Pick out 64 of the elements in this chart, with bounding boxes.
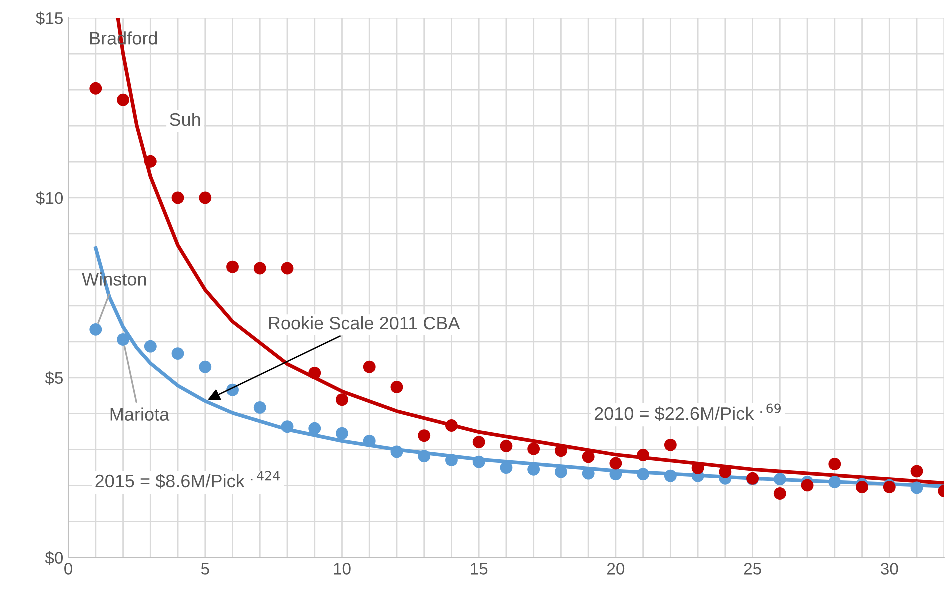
point	[828, 458, 842, 470]
point	[281, 420, 294, 434]
x-tick-label: 0	[64, 563, 73, 575]
point	[910, 465, 924, 478]
y-tick-label: $5	[45, 372, 63, 386]
annotation: Suh	[170, 112, 200, 126]
point	[692, 462, 704, 474]
point	[254, 402, 266, 414]
point	[226, 260, 239, 274]
x-tick-label: 30	[881, 563, 898, 575]
point	[500, 440, 513, 452]
point	[363, 434, 376, 448]
point	[472, 456, 486, 468]
y-tick-label: $15	[36, 12, 63, 26]
point	[336, 427, 348, 440]
point	[610, 457, 622, 470]
point	[472, 436, 486, 448]
point	[828, 476, 842, 488]
point	[856, 481, 868, 494]
point	[281, 262, 294, 275]
point	[664, 470, 677, 482]
point	[582, 450, 595, 464]
point	[610, 468, 622, 481]
point	[90, 82, 102, 95]
point	[390, 446, 404, 458]
x-tick-label: 25	[744, 563, 762, 575]
point	[254, 262, 266, 275]
annotation: 2010 = $22.6M/Pick $^{.69}$	[594, 404, 782, 422]
point	[144, 340, 157, 353]
point	[90, 323, 102, 336]
point	[199, 192, 212, 204]
point	[117, 334, 130, 346]
point	[418, 430, 431, 442]
point	[500, 462, 513, 474]
y-tick-label: $10	[36, 192, 64, 206]
point	[446, 454, 458, 466]
point	[308, 366, 322, 380]
point	[446, 420, 458, 432]
point	[336, 394, 348, 406]
point	[528, 442, 540, 456]
point	[172, 192, 184, 204]
point	[774, 473, 786, 486]
point	[637, 468, 650, 481]
point	[199, 360, 212, 374]
point	[801, 479, 814, 492]
point	[144, 155, 157, 168]
point	[117, 94, 130, 106]
point	[910, 482, 924, 494]
point	[172, 348, 184, 360]
point	[664, 438, 677, 452]
x-tick-label: 5	[201, 563, 210, 575]
annotation: 2015 = $8.6M/Pick $^{.424}$	[96, 471, 280, 489]
annotation: Rookie Scale 2011 CBA	[269, 316, 460, 330]
x-tick-label: 20	[608, 563, 625, 575]
x-tick-label: 15	[471, 563, 488, 575]
y-tick-label: $0	[45, 551, 64, 565]
point	[418, 450, 431, 463]
point	[390, 381, 404, 394]
point	[363, 360, 376, 374]
point	[308, 422, 322, 435]
point	[637, 449, 650, 462]
point	[774, 488, 786, 500]
annotation: Mariota	[110, 408, 170, 421]
x-tick-label: 10	[334, 563, 351, 575]
